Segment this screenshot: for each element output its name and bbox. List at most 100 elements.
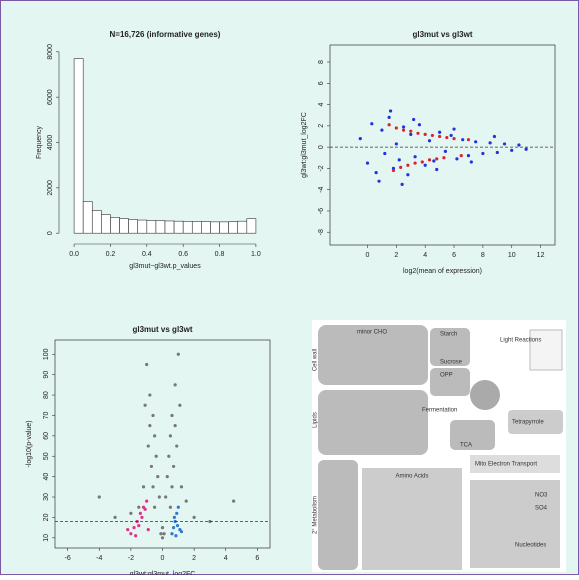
point (169, 506, 172, 509)
point (232, 499, 235, 502)
diagram-label: Lipids (313, 412, 319, 428)
y-tick-label: 2 (318, 124, 325, 128)
bar (110, 217, 119, 233)
point (129, 512, 132, 515)
point (170, 485, 173, 488)
point (162, 532, 165, 535)
point (147, 444, 150, 447)
y-tick-label: -4 (318, 186, 325, 192)
x-tick-label: -4 (96, 555, 102, 562)
point (525, 148, 528, 151)
diagram-label: Starch (440, 332, 457, 338)
point (175, 512, 178, 515)
bar (92, 211, 101, 234)
x-tick-label: 6 (452, 252, 456, 259)
point (442, 156, 445, 159)
point (166, 475, 169, 478)
point (174, 534, 177, 537)
point (380, 129, 383, 132)
point (424, 133, 427, 136)
point (180, 530, 183, 533)
point (503, 142, 506, 145)
bar (183, 221, 192, 233)
y-axis-label: Frequency (36, 125, 43, 159)
diagram-label: Amino Acids (395, 474, 428, 480)
point (137, 524, 140, 527)
chart-title: N=16,726 (informative genes) (110, 30, 221, 39)
point (388, 123, 391, 126)
point (470, 160, 473, 163)
y-tick-label: 80 (43, 391, 50, 399)
point (169, 434, 172, 437)
point (113, 516, 116, 519)
point (418, 123, 421, 126)
diagram-label: Tetrapyrrole (512, 420, 544, 426)
box (362, 468, 462, 570)
point (144, 404, 147, 407)
point (153, 506, 156, 509)
bar (129, 220, 138, 234)
point (421, 160, 424, 163)
x-tick-label: 0.8 (215, 251, 225, 258)
point (145, 363, 148, 366)
point (401, 183, 404, 186)
x-tick-label: 0.0 (69, 251, 79, 258)
point (398, 158, 401, 161)
diagram-label: Mito Electron Transport (475, 462, 537, 468)
bar (192, 221, 201, 233)
point (493, 135, 496, 138)
point (144, 508, 147, 511)
point (409, 133, 412, 136)
point (455, 157, 458, 160)
y-tick-label: 0 (47, 231, 54, 235)
point (377, 180, 380, 183)
x-tick-label: -2 (128, 555, 134, 562)
bar (165, 221, 174, 233)
point (170, 532, 173, 535)
bar (138, 220, 147, 233)
bar (210, 222, 219, 233)
point (156, 475, 159, 478)
diagram-label: Light Reactions (500, 338, 541, 344)
mapman-diagram: minor CHO Starch Sucrose Cell wall Lipid… (312, 320, 566, 572)
point (481, 152, 484, 155)
point (383, 152, 386, 155)
bar (174, 221, 183, 233)
diagram-label: minor CHO (357, 330, 387, 336)
y-tick-label: 10 (43, 534, 50, 542)
point (177, 506, 180, 509)
y-tick-label: 30 (43, 493, 50, 501)
bar (74, 59, 83, 234)
point (134, 534, 137, 537)
point (389, 109, 392, 112)
point (161, 536, 164, 539)
y-tick-label: 8000 (47, 44, 54, 60)
point (375, 171, 378, 174)
point (496, 151, 499, 154)
point (488, 141, 491, 144)
x-tick-label: 12 (537, 252, 545, 259)
diagram-label: TCA (460, 443, 472, 449)
point (450, 134, 453, 137)
diagram-label: Cell wall (313, 349, 319, 371)
point (435, 157, 438, 160)
bar (101, 215, 110, 234)
point (517, 143, 520, 146)
diagram-label: NO3 (535, 493, 548, 499)
point (142, 485, 145, 488)
point (159, 532, 162, 535)
x-tick-label: 0.2 (106, 251, 116, 258)
point (153, 434, 156, 437)
point (438, 135, 441, 138)
point (167, 455, 170, 458)
bar (147, 221, 156, 234)
chart-title: gl3mut vs gl3wt (132, 325, 192, 334)
diagram-label: OPP (440, 373, 453, 379)
point (193, 516, 196, 519)
point (137, 506, 140, 509)
point (460, 154, 463, 157)
y-tick-label: 60 (43, 432, 50, 440)
point (150, 465, 153, 468)
x-tick-label: 2 (192, 555, 196, 562)
x-tick-label: 0.4 (142, 251, 152, 258)
